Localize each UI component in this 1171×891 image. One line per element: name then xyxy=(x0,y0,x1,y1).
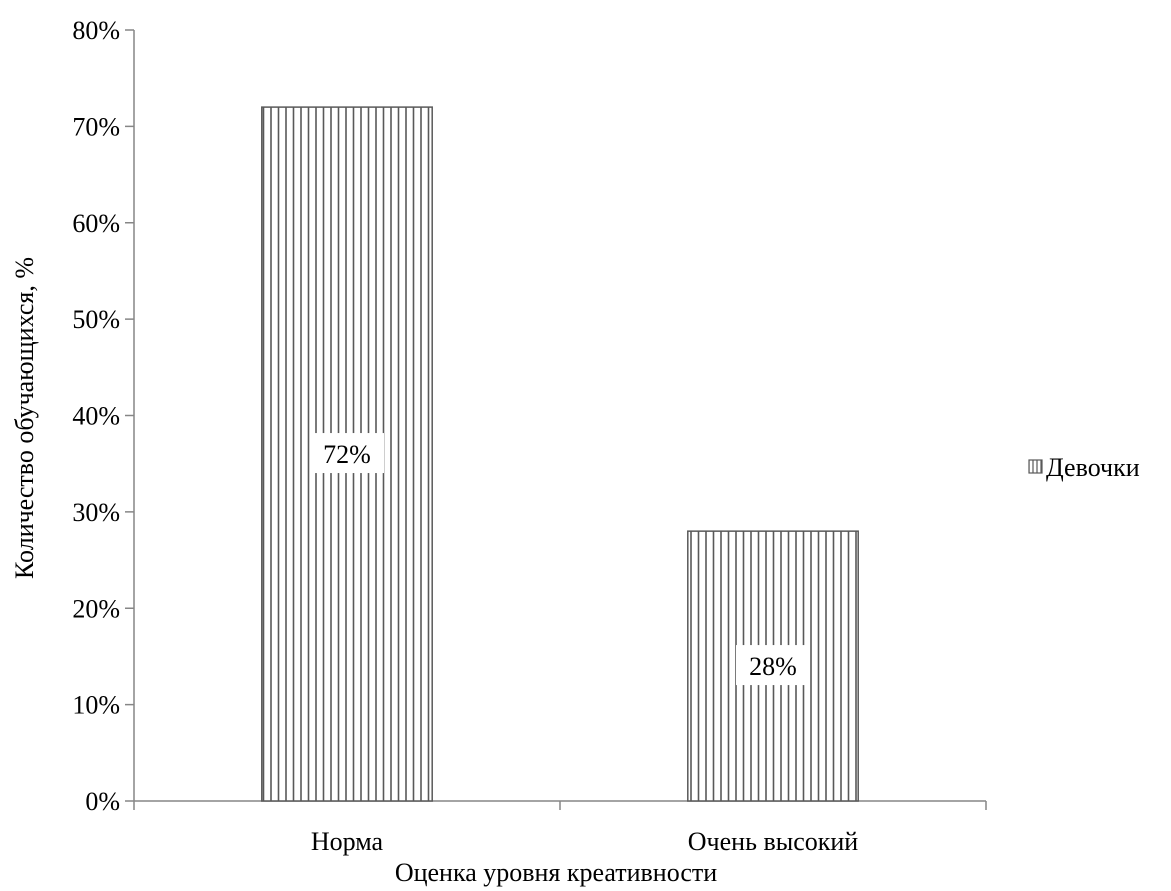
y-tick-label: 60% xyxy=(72,209,120,238)
legend: Девочки xyxy=(1028,453,1140,482)
y-tick-label: 70% xyxy=(72,112,120,141)
data-label-background xyxy=(310,433,384,474)
y-axis-title: Количество обучающихся, % xyxy=(10,257,39,579)
data-labels: 72% 28% xyxy=(310,433,810,686)
data-label: 28% xyxy=(736,645,810,686)
y-tick-label: 10% xyxy=(72,691,120,720)
x-axis-title: Оценка уровня креативности xyxy=(395,858,717,887)
x-axis-ticks xyxy=(133,801,987,810)
x-category-label: Норма xyxy=(311,827,384,856)
y-axis-ticks: 0% 10% 20% 30% 40% 50% 60% 70% 80% xyxy=(72,16,134,816)
data-label-text: 28% xyxy=(749,652,797,681)
legend-label: Девочки xyxy=(1046,453,1140,482)
category-labels: Норма Очень высокий xyxy=(311,827,858,856)
data-label: 72% xyxy=(310,433,384,474)
y-tick-label: 50% xyxy=(72,305,120,334)
data-label-text: 72% xyxy=(323,440,371,469)
y-tick-label: 20% xyxy=(72,594,120,623)
y-tick-label: 30% xyxy=(72,498,120,527)
y-tick-label: 40% xyxy=(72,402,120,431)
legend-swatch xyxy=(1028,459,1043,474)
y-tick-label: 80% xyxy=(72,16,120,45)
data-label-background xyxy=(736,645,810,686)
y-tick-label: 0% xyxy=(85,787,120,816)
x-category-label: Очень высокий xyxy=(688,827,858,856)
